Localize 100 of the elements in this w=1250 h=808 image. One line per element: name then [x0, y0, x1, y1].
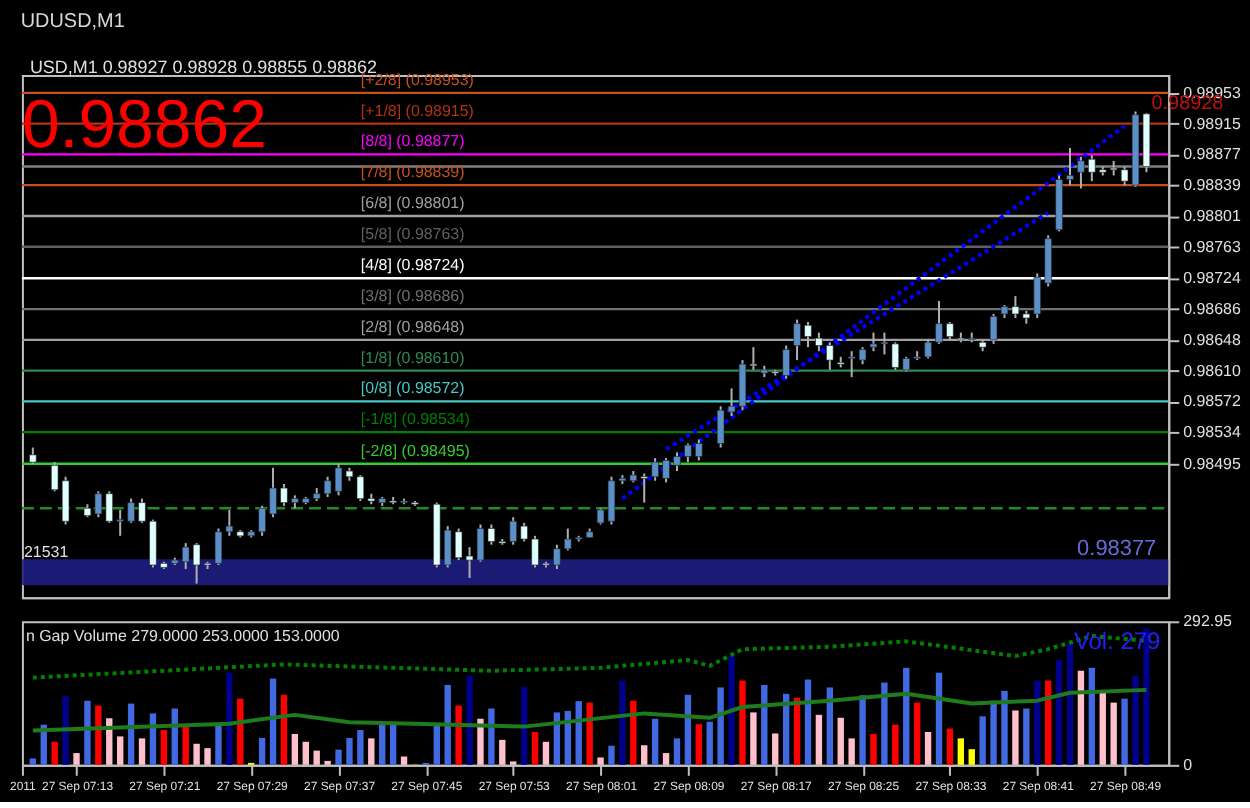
annotation: n Gap Volume 279.0000 253.0000 153.0000 [25, 627, 341, 646]
bar [95, 705, 102, 765]
y-tick-label: 0.98724 [1183, 269, 1242, 288]
bar [335, 749, 342, 765]
bar [1001, 690, 1008, 765]
bar [837, 717, 844, 765]
y-tick-label: 0.98534 [1183, 423, 1242, 442]
bar [215, 725, 222, 765]
bar [29, 758, 37, 765]
line-series [30, 687, 1149, 733]
bar [1121, 698, 1128, 765]
bar [662, 753, 670, 765]
bar [455, 705, 462, 765]
y-tick-label: 0.98686 [1183, 300, 1242, 319]
bar [924, 732, 932, 765]
bar [717, 687, 724, 765]
y-tick-label: 0 [1183, 755, 1194, 774]
bar [1088, 667, 1096, 765]
bar [302, 741, 309, 765]
bar [750, 712, 757, 765]
bar [291, 733, 299, 765]
bar [51, 741, 58, 765]
bar [499, 739, 506, 765]
bar [477, 718, 484, 765]
bar [433, 724, 440, 765]
y-tick-label: 0.98839 [1183, 176, 1242, 195]
y-tick-label: 0.98648 [1183, 330, 1242, 349]
bar [935, 672, 943, 765]
y-tick-label: 0.98763 [1183, 237, 1242, 256]
bar [651, 718, 659, 765]
candlestick [989, 312, 998, 345]
bar [1023, 708, 1030, 765]
ref-line-label: [1/8] (0.98610) [360, 348, 466, 367]
y-tick-label: 0.98915 [1183, 114, 1242, 133]
bar [826, 687, 834, 765]
bar [73, 753, 80, 765]
bar [1110, 702, 1117, 765]
ref-line-label: [0/8] (0.98572) [360, 379, 466, 398]
y-tick-label: 0.98801 [1183, 206, 1242, 225]
bar [160, 730, 168, 765]
bar [466, 675, 473, 765]
ref-line-label: [3/8] (0.98686) [360, 287, 466, 306]
bar [968, 749, 975, 765]
chart-title: UDUSD,M1 [20, 11, 126, 34]
ref-line-label: [2/8] (0.98648) [360, 317, 466, 336]
bar [138, 738, 146, 765]
bar [903, 667, 910, 765]
bar [772, 733, 779, 765]
y-tick-label: 0.98572 [1183, 392, 1242, 411]
bar [892, 724, 899, 765]
bar [870, 733, 877, 765]
bar [62, 695, 69, 765]
bar [848, 738, 855, 765]
bar [608, 745, 615, 765]
bar [542, 741, 550, 765]
bar [531, 732, 539, 765]
bar [346, 737, 353, 765]
bar [728, 656, 735, 765]
bar [706, 721, 713, 765]
annotation: 21531 [23, 543, 70, 562]
y-tick-label: 292.95 [1183, 612, 1234, 631]
bar [673, 738, 681, 765]
bar [400, 756, 408, 765]
bar [1066, 643, 1074, 765]
bar [313, 750, 320, 765]
bar [204, 748, 211, 765]
bar [117, 736, 124, 765]
bar [1077, 670, 1085, 765]
bar [258, 737, 266, 765]
bar [182, 726, 189, 765]
band-label: 0.98377 [1077, 537, 1157, 562]
bar [1055, 659, 1063, 765]
ref-line-label: [+1/8] (0.98915) [360, 101, 475, 120]
bar [357, 730, 364, 765]
bar [379, 724, 386, 765]
bar [193, 743, 200, 765]
ref-line-label: [-2/8] (0.98495) [360, 441, 471, 460]
y-tick-label: 0.98610 [1183, 361, 1242, 380]
bar [957, 738, 965, 765]
bar [1099, 692, 1106, 765]
bar [979, 716, 986, 765]
ref-line-label: [-1/8] (0.98534) [360, 410, 471, 429]
annotation: Vol. 279 [1073, 627, 1161, 656]
bar [368, 738, 375, 765]
y-tick-label: 0.98495 [1183, 454, 1242, 473]
bar [641, 745, 648, 765]
ref-line-label: [8/8] (0.98877) [360, 132, 466, 151]
bar [990, 700, 997, 765]
bar [815, 714, 823, 765]
bar [597, 757, 604, 765]
bar [1132, 675, 1139, 765]
bar [881, 682, 888, 765]
ref-line-label: [6/8] (0.98801) [360, 193, 466, 212]
bar [739, 680, 746, 765]
bar [695, 724, 702, 765]
bar [1012, 710, 1019, 765]
y-tick-label: 0.98877 [1183, 145, 1242, 164]
bar [761, 684, 768, 765]
bar [946, 728, 954, 765]
bar [226, 672, 233, 765]
